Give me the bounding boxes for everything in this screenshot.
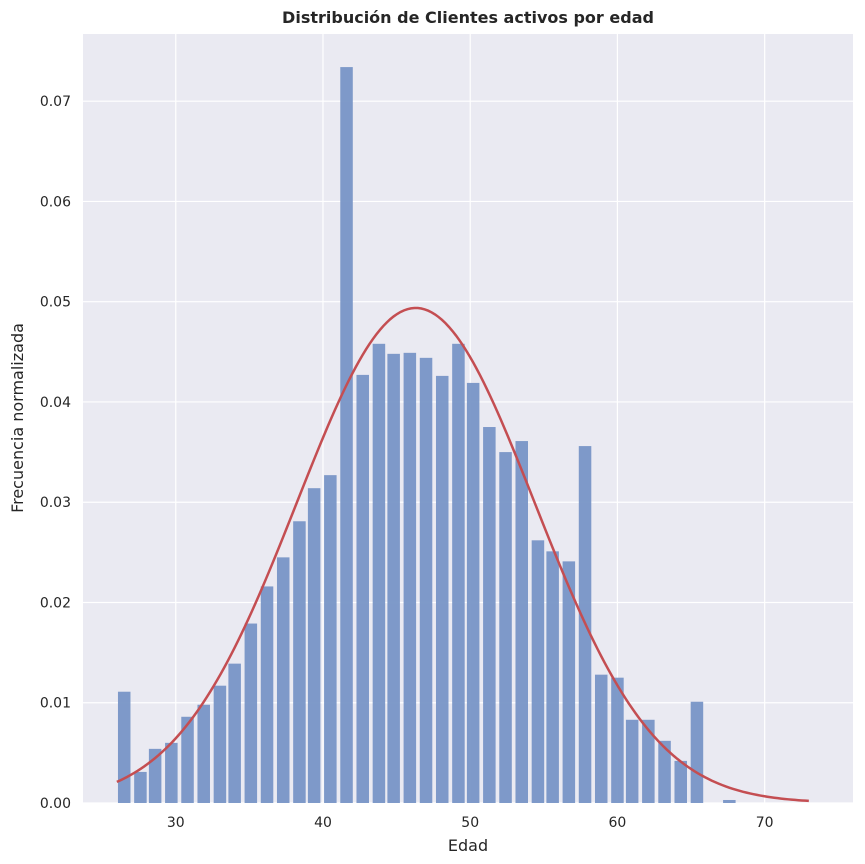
histogram-bar — [228, 663, 241, 803]
histogram-bar — [148, 748, 162, 803]
histogram-bar — [515, 441, 528, 803]
histogram-bar — [562, 561, 576, 803]
histogram-bar — [625, 719, 639, 803]
histogram-bar — [244, 623, 258, 803]
histogram-bar — [403, 352, 417, 803]
histogram-bar — [611, 677, 624, 803]
histogram-bar — [546, 551, 559, 803]
histogram-bar — [134, 771, 147, 803]
histogram-bar — [642, 719, 655, 803]
histogram-bar — [293, 521, 306, 803]
histogram-bar — [307, 488, 321, 803]
histogram-bar — [690, 701, 704, 803]
histogram-bars — [117, 67, 736, 803]
histogram-bar — [260, 586, 274, 803]
histogram-bar — [531, 540, 545, 803]
histogram-bar — [387, 353, 400, 803]
histogram-bar — [181, 716, 194, 803]
histogram-bar — [213, 685, 227, 803]
x-tick-label: 30 — [167, 815, 185, 831]
chart-title: Distribución de Clientes activos por eda… — [282, 8, 654, 27]
histogram-bar — [324, 475, 337, 803]
y-tick-label: 0.03 — [40, 495, 71, 511]
histogram-bar — [466, 382, 480, 803]
y-axis-label: Frecuencia normalizada — [8, 323, 27, 513]
x-tick-label: 50 — [461, 815, 479, 831]
y-tick-label: 0.01 — [40, 696, 71, 712]
histogram-bar — [117, 691, 131, 803]
histogram-bar — [435, 375, 449, 803]
histogram-bar — [452, 343, 465, 803]
histogram-bar — [276, 557, 290, 803]
x-axis-ticks: 30 40 50 60 70 — [167, 815, 774, 831]
y-tick-label: 0.02 — [40, 595, 71, 611]
histogram-bar — [372, 343, 386, 803]
histogram-bar — [356, 374, 369, 803]
y-tick-label: 0.06 — [40, 194, 71, 210]
y-tick-label: 0.00 — [40, 796, 71, 812]
histogram-bar — [658, 740, 671, 803]
histogram-bar — [674, 760, 688, 803]
histogram-bar — [419, 357, 433, 803]
normal-fit-curve — [116, 306, 809, 803]
x-axis-label: Edad — [448, 836, 488, 855]
y-axis-ticks: 0.00 0.01 0.02 0.03 0.04 0.05 0.06 0.07 — [40, 94, 71, 812]
y-tick-label: 0.07 — [40, 94, 71, 110]
y-tick-label: 0.04 — [40, 395, 71, 411]
x-tick-label: 40 — [314, 815, 332, 831]
x-tick-label: 70 — [756, 815, 774, 831]
histogram-bar — [723, 799, 736, 803]
histogram-bar — [197, 704, 210, 803]
histogram-bar — [499, 452, 512, 803]
x-tick-label: 60 — [609, 815, 627, 831]
histogram-bar — [165, 742, 178, 803]
y-tick-label: 0.05 — [40, 295, 71, 311]
histogram-bar — [340, 67, 353, 803]
histogram-bar — [594, 674, 608, 803]
histogram-bar — [483, 427, 496, 803]
